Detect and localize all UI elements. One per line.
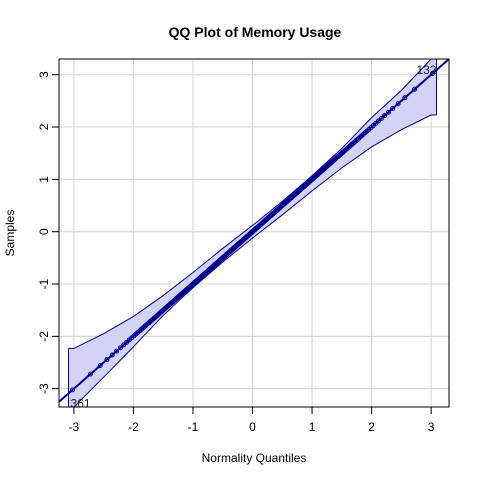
y-tick-label: 1 <box>37 176 51 183</box>
data-point <box>104 357 110 363</box>
confidence-band-lower <box>68 114 437 408</box>
y-axis: -3 -2 -1 0 1 2 3 <box>37 71 59 394</box>
data-point <box>395 101 401 107</box>
data-point <box>69 387 75 393</box>
data-point <box>114 348 120 354</box>
x-tick-label: -3 <box>69 420 80 434</box>
data-point <box>390 105 396 111</box>
x-tick-label: 0 <box>249 420 256 434</box>
x-tick-label: -1 <box>188 420 199 434</box>
data-point <box>430 70 436 76</box>
y-tick-label: 3 <box>37 71 51 78</box>
x-tick-label: -2 <box>128 420 139 434</box>
x-tick-label: 2 <box>368 420 375 434</box>
data-point <box>117 345 123 351</box>
data-points <box>69 70 436 393</box>
data-point <box>402 95 408 101</box>
chart-title: QQ Plot of Memory Usage <box>169 24 342 40</box>
data-point <box>378 115 384 121</box>
x-tick-label: 3 <box>428 420 435 434</box>
data-point <box>382 113 388 119</box>
y-tick-label: -2 <box>37 331 51 342</box>
y-tick-label: -3 <box>37 383 51 394</box>
data-point <box>87 371 93 377</box>
data-point <box>109 352 115 358</box>
data-point <box>412 86 418 92</box>
y-tick-label: -1 <box>37 278 51 289</box>
confidence-band-upper <box>68 58 437 349</box>
point-label: 132 <box>416 63 436 77</box>
data-point <box>375 118 381 124</box>
plot-frame <box>58 58 450 408</box>
y-tick-label: 2 <box>37 123 51 130</box>
data-point <box>97 363 103 369</box>
data-point <box>121 342 127 348</box>
y-axis-label: Samples <box>3 210 17 257</box>
y-tick-label: 0 <box>37 228 51 235</box>
data-point <box>385 109 391 115</box>
x-tick-label: 1 <box>309 420 316 434</box>
x-axis: -3 -2 -1 0 1 2 3 <box>69 407 435 434</box>
x-axis-label: Normality Quantiles <box>202 451 307 465</box>
